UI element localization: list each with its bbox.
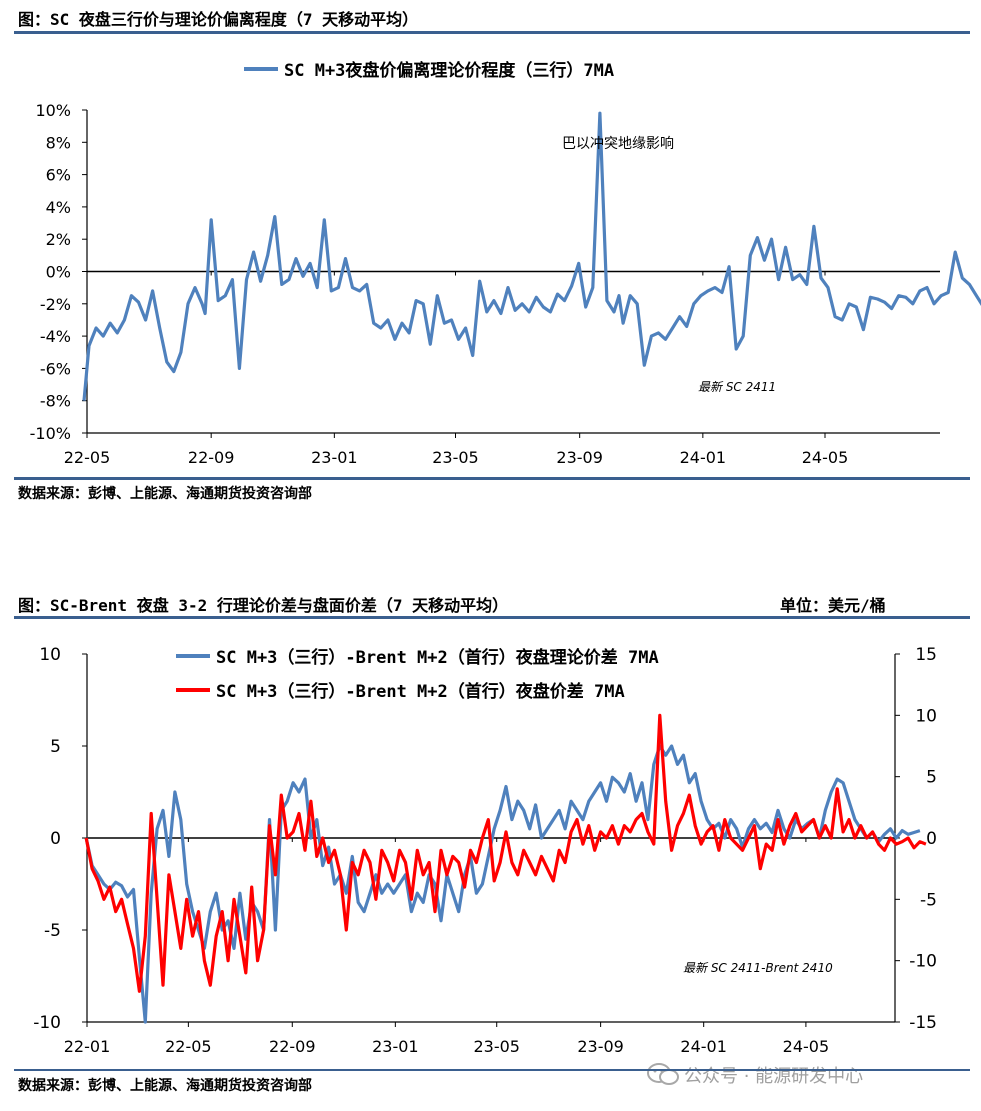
figure2-right-tick-label: -10 — [909, 952, 937, 972]
figure1-y-tick-label: -2% — [40, 295, 71, 314]
figure2-x-tick-label: 22-05 — [165, 1037, 212, 1056]
figure2-right-tick-label: -5 — [920, 890, 937, 910]
figure2-legend-label-theoretical: SC M+3（三行）-Brent M+2（首行）夜盘理论价差 7MA — [216, 647, 659, 668]
figure2-x-tick-label: 22-09 — [269, 1037, 316, 1056]
figure1-top-rule — [14, 31, 970, 34]
figure2-x-tick-label: 24-01 — [680, 1037, 727, 1056]
figure2-bottom-rule — [14, 1069, 970, 1071]
figure1-y-tick-label: 8% — [46, 133, 71, 152]
figure1-x-tick-label: 24-05 — [802, 448, 849, 467]
figure2-left-tick-label: -10 — [33, 1013, 61, 1033]
figure2-chart: SC M+3（三行）-Brent M+2（首行）夜盘理论价差 7MA SC M+… — [33, 645, 937, 1056]
figure1-y-tick-label: 6% — [46, 166, 71, 185]
figure1-y-tick-label: 10% — [35, 101, 71, 120]
figure1-x-tick-label: 22-05 — [64, 448, 111, 467]
figure2-right-tick-label: 15 — [915, 645, 937, 665]
figure2-unit: 单位：美元/桶 — [780, 596, 886, 615]
figure2-left-tick-label: 10 — [39, 645, 61, 665]
figure2-right-tick-label: 0 — [926, 829, 937, 849]
figure1-y-tick-label: 0% — [46, 263, 71, 282]
figure2-series-line-1 — [84, 713, 927, 993]
figure2-x-tick-label: 23-05 — [473, 1037, 520, 1056]
figure2-left-tick-label: 5 — [50, 737, 61, 757]
wechat-icon — [647, 1063, 679, 1085]
figure1-y-tick-label: 4% — [46, 198, 71, 217]
figure2-x-tick-label: 24-05 — [783, 1037, 830, 1056]
figure2-title: 图：SC-Brent 夜盘 3-2 行理论价差与盘面价差（7 天移动平均） — [18, 596, 509, 615]
figure1-chart: SC M+3夜盘价偏离理论价程度（三行）7MA 10% 8% 6% 4% 2% 0% -2%… — [30, 60, 981, 467]
figure2-right-tick-label: 5 — [926, 768, 937, 788]
figure1-y-tick-label: 2% — [46, 230, 71, 249]
figure2-x-tick-label: 23-01 — [372, 1037, 419, 1056]
figure1-note: 最新 SC 2411 — [698, 380, 776, 394]
figure1-legend: SC M+3夜盘价偏离理论价程度（三行）7MA — [244, 60, 614, 81]
figure1-series-line-0 — [82, 111, 981, 401]
figure1-source: 数据来源：彭博、上能源、海通期货投资咨询部 — [18, 486, 312, 502]
figure1-x-tick-label: 23-09 — [556, 448, 603, 467]
figure1-x-tick-label: 24-01 — [680, 448, 727, 467]
figure2-source: 数据来源：彭博、上能源、海通期货投资咨询部 — [18, 1078, 312, 1094]
figure2-top-rule — [14, 616, 970, 619]
figure1-x-tick-label: 23-05 — [432, 448, 479, 467]
figure1-title: 图：SC 夜盘三行价与理论价偏离程度（7 天移动平均） — [18, 10, 419, 29]
figure2-right-tick-label: 10 — [915, 706, 937, 726]
figure2-x-tick-label: 23-09 — [577, 1037, 624, 1056]
figure1-bottom-rule — [14, 477, 970, 480]
figure1-y-tick-label: -4% — [40, 327, 71, 346]
figure1-y-tick-label: -6% — [40, 359, 71, 378]
figure2-left-tick-label: 0 — [50, 829, 61, 849]
figure2-right-tick-label: -15 — [909, 1013, 937, 1033]
figure2-note: 最新 SC 2411-Brent 2410 — [683, 961, 833, 975]
figure2-left-tick-label: -5 — [44, 921, 61, 941]
figure1-y-tick-label: -10% — [30, 424, 71, 443]
figure1-y-tick-label: -8% — [40, 392, 71, 411]
figure2-x-tick-label: 22-01 — [64, 1037, 111, 1056]
figure1-legend-label: SC M+3夜盘价偏离理论价程度（三行）7MA — [284, 60, 614, 81]
figure1-x-tick-label: 22-09 — [188, 448, 235, 467]
figure2-legend: SC M+3（三行）-Brent M+2（首行）夜盘理论价差 7MA SC M+… — [176, 647, 659, 702]
figure1-x-tick-label: 23-01 — [311, 448, 358, 467]
watermark-text: 公众号 · 能源研发中心 — [684, 1066, 864, 1087]
figure1-annotation: 巴以冲突地缘影响 — [562, 136, 674, 152]
figure2-legend-label-market: SC M+3（三行）-Brent M+2（首行）夜盘价差 7MA — [216, 681, 625, 702]
